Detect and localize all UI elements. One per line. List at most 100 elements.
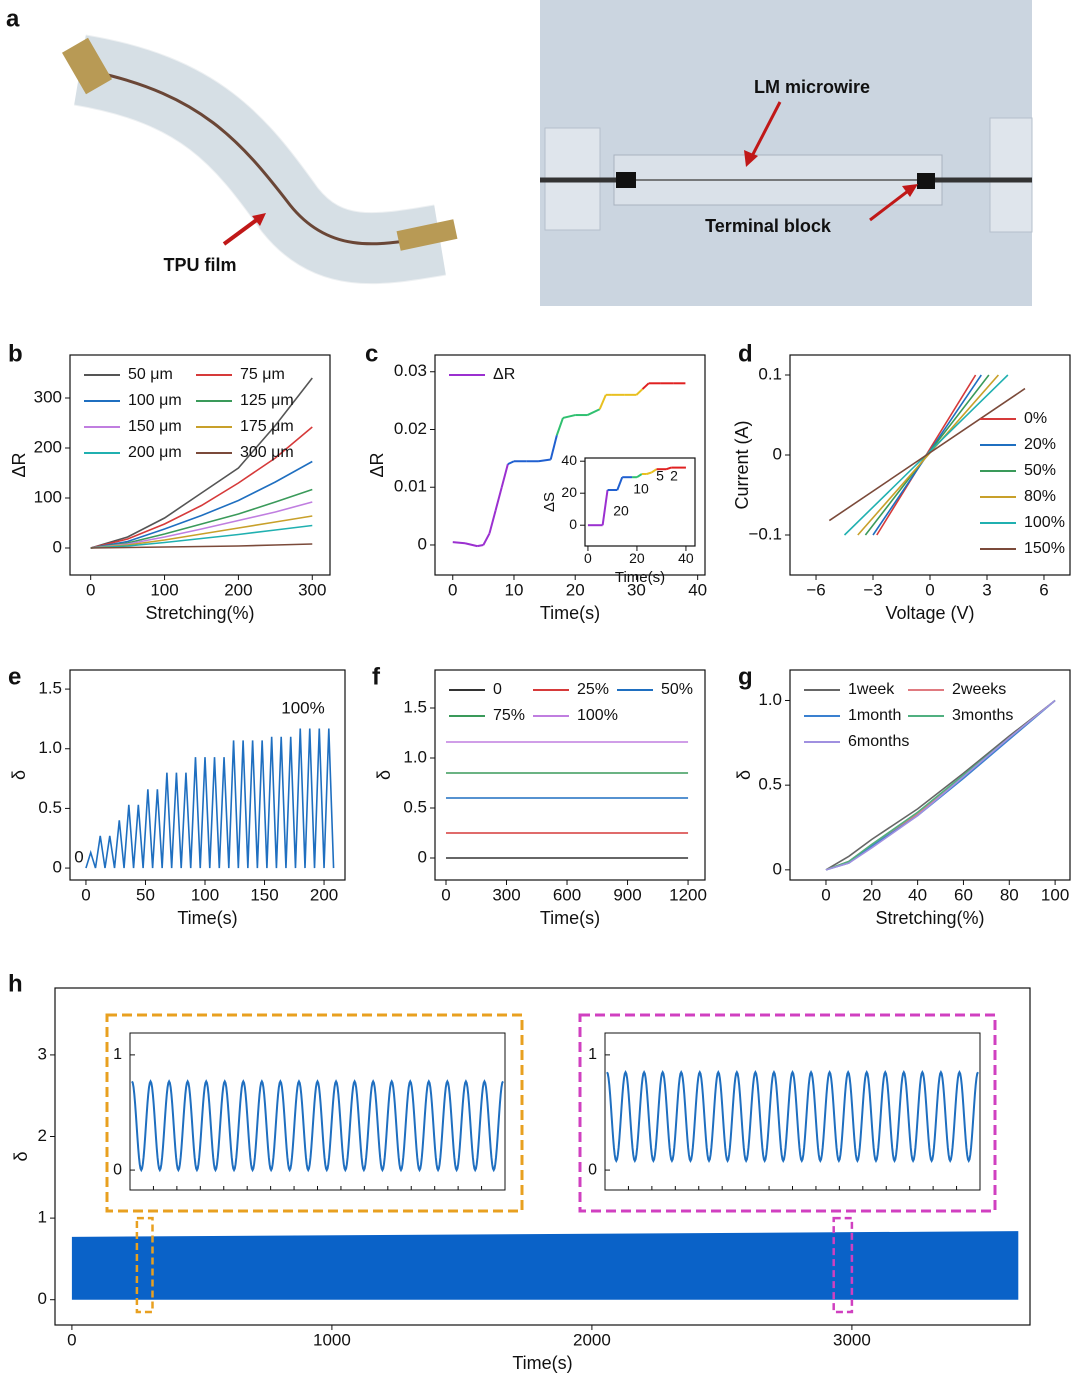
x-tick-label: 40 [688, 581, 707, 600]
inset-plot-frame [129, 1032, 506, 1191]
annotation: 0 [74, 847, 83, 866]
y-tick-label: 200 [34, 437, 62, 456]
panel-label: d [738, 340, 753, 367]
x-tick-label: 2000 [573, 1331, 611, 1350]
legend-label: 150% [1024, 540, 1065, 557]
legend-label: 0 [493, 681, 502, 698]
inset-frame [105, 1013, 524, 1213]
x-axis-label: Time(s) [540, 908, 600, 928]
x-axis-label: Time(s) [540, 603, 600, 623]
device-photo [540, 0, 1033, 306]
y-tick-label: 0.5 [758, 775, 782, 794]
data-line [85, 728, 335, 869]
legend-label: 6months [848, 733, 909, 750]
x-tick-label: 40 [678, 550, 694, 566]
y-tick-label: 0.02 [394, 419, 427, 438]
x-tick-label: 1000 [313, 1331, 351, 1350]
y-axis-label: δ [374, 770, 394, 780]
y-tick-label: 0 [38, 1289, 47, 1308]
y-axis-label: ΔR [9, 452, 29, 477]
y-tick-label: 0.5 [38, 798, 62, 817]
line-segment [464, 542, 478, 548]
wire-label: LM microwire [754, 77, 870, 97]
y-tick-label: 1 [588, 1046, 597, 1063]
line-segment [494, 486, 503, 511]
y-tick-label: 1.5 [403, 697, 427, 716]
y-tick-label: 0 [418, 534, 427, 553]
line-segment [562, 414, 576, 419]
x-tick-label: 900 [613, 886, 641, 905]
line-segment [587, 408, 601, 416]
data-line [857, 374, 999, 536]
panel-label: c [365, 340, 378, 367]
x-tick-label: 10 [505, 581, 524, 600]
y-tick-label: 2 [38, 1126, 47, 1145]
x-tick-label: 40 [908, 886, 927, 905]
y-axis-label: Current (A) [732, 420, 752, 509]
plot-frame [69, 354, 331, 576]
x-tick-label: 20 [862, 886, 881, 905]
data-line [90, 543, 313, 549]
x-tick-label: 3000 [833, 1331, 871, 1350]
x-axis-label: Time(s) [615, 569, 665, 586]
x-tick-label: 80 [1000, 886, 1019, 905]
inset-frame [578, 1013, 997, 1213]
data-line [828, 387, 1026, 522]
legend-label: 20% [1024, 436, 1056, 453]
x-tick-label: 0 [448, 581, 457, 600]
legend-label: 100% [577, 707, 618, 724]
x-tick-label: 200 [310, 886, 338, 905]
annotation: 20 [613, 503, 629, 519]
legend-label: 200 μm [128, 444, 182, 461]
x-tick-label: 200 [224, 581, 252, 600]
x-tick-label: 300 [492, 886, 520, 905]
y-axis-label: ΔS [541, 492, 558, 512]
annotation: 10 [633, 481, 649, 497]
legend-label: 50% [661, 681, 693, 698]
x-tick-label: 1200 [669, 886, 707, 905]
y-tick-label: 0.01 [394, 477, 427, 496]
legend-label: 100 μm [128, 392, 182, 409]
data-line [825, 699, 1056, 871]
x-tick-label: 6 [1039, 581, 1048, 600]
legend-label: 25% [577, 681, 609, 698]
legend-label: 100% [1024, 514, 1065, 531]
x-axis-label: Time(s) [512, 1353, 572, 1373]
x-axis-label: Time(s) [177, 908, 237, 928]
inset-bg [585, 458, 695, 546]
x-tick-label: 0 [81, 886, 90, 905]
x-tick-label: 100 [150, 581, 178, 600]
legend-label: 75 μm [240, 366, 285, 383]
line-segment [549, 435, 558, 460]
data-line [90, 460, 313, 549]
legend-label: 50% [1024, 462, 1056, 479]
x-tick-label: −6 [806, 581, 825, 600]
x-tick-label: 100 [1041, 886, 1069, 905]
y-tick-label: 0 [53, 858, 62, 877]
legend-label: 80% [1024, 488, 1056, 505]
panel-label: a [6, 5, 20, 32]
legend-label: 150 μm [128, 418, 182, 435]
data-line [825, 699, 1056, 871]
plot-frame [584, 457, 696, 547]
legend-label: 75% [493, 707, 525, 724]
plot-frame [54, 987, 1031, 1326]
y-tick-label: 1.0 [758, 690, 782, 709]
y-tick-label: 1.5 [38, 679, 62, 698]
y-axis-label: δ [734, 770, 754, 780]
y-axis-label: δ [11, 1151, 31, 1161]
plot-frame [69, 669, 346, 881]
panel-label: b [8, 340, 23, 367]
x-tick-label: 600 [553, 886, 581, 905]
data-line [90, 501, 313, 549]
data-line [825, 699, 1056, 871]
data-line [825, 699, 1056, 871]
y-tick-label: 0 [418, 847, 427, 866]
y-tick-label: 1 [38, 1208, 47, 1227]
data-line [90, 377, 313, 549]
y-axis-label: ΔR [367, 452, 387, 477]
plot-frame [789, 669, 1071, 881]
legend-label: 0% [1024, 410, 1047, 427]
